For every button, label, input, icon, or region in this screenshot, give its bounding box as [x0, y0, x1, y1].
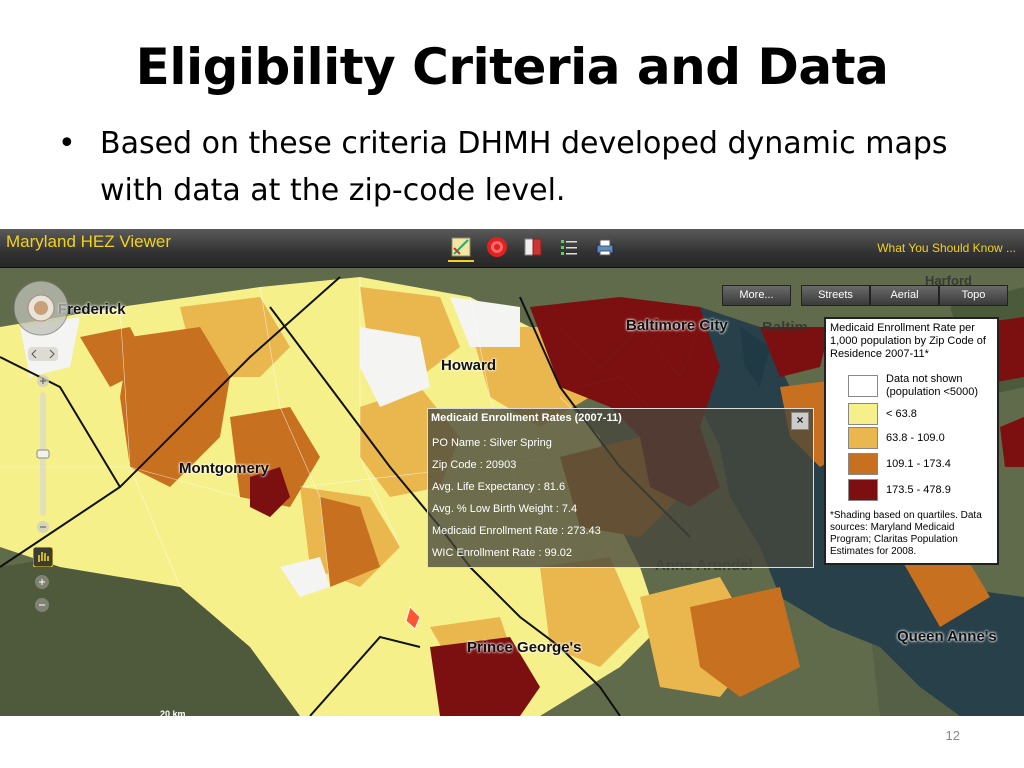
popup-field-po-name: PO Name : Silver Spring — [432, 437, 552, 449]
place-label-baltimore-city: Baltimore City — [626, 317, 728, 334]
map-legend: Medicaid Enrollment Rate per 1,000 popul… — [824, 317, 999, 565]
bullet-text: Based on these criteria DHMH developed d… — [100, 126, 948, 208]
legend-swatch — [848, 403, 878, 425]
legend-swatch — [848, 375, 878, 397]
pan-control[interactable] — [12, 279, 70, 342]
target-icon[interactable] — [484, 234, 510, 260]
legend-swatch — [848, 453, 878, 475]
map-scale-label: 20 km — [160, 709, 186, 719]
slide-number: 12 — [945, 728, 960, 743]
place-label-harford: Harford — [925, 273, 972, 288]
app-title: Maryland HEZ Viewer — [6, 232, 172, 251]
print-icon[interactable] — [592, 234, 618, 260]
list-icon[interactable] — [556, 234, 582, 260]
zoom-slider[interactable] — [36, 374, 50, 539]
legend-item: Data not shown (population <5000) — [848, 373, 996, 398]
place-label-frederick: Frederick — [58, 301, 126, 318]
place-label-baltimore: Baltim — [762, 319, 808, 336]
close-icon[interactable]: × — [791, 412, 809, 430]
legend-label: < 63.8 — [886, 408, 917, 420]
zoom-out-tool[interactable] — [34, 597, 50, 618]
place-label-montgomery: Montgomery — [179, 460, 269, 477]
map-type-more-button[interactable]: More... — [722, 285, 791, 306]
zoom-in-tool[interactable] — [34, 574, 50, 595]
legend-item: < 63.8 — [848, 402, 917, 426]
legend-item: 173.5 - 478.9 — [848, 478, 951, 502]
place-label-queen-annes: Queen Anne's — [897, 628, 997, 645]
legend-item: 63.8 - 109.0 — [848, 426, 945, 450]
map-type-streets-button[interactable]: Streets — [801, 285, 870, 306]
popup-field-life-expectancy: Avg. Life Expectancy : 81.6 — [432, 481, 566, 493]
legend-label: Data not shown (population <5000) — [886, 373, 979, 398]
popup-field-wic-rate: WIC Enrollment Rate : 99.02 — [432, 547, 573, 559]
map-type-topo-button[interactable]: Topo — [939, 285, 1008, 306]
rotate-control[interactable] — [28, 347, 58, 366]
legend-label: 63.8 - 109.0 — [886, 432, 945, 444]
place-label-howard: Howard — [441, 357, 497, 374]
legend-note: *Shading based on quartiles. Data source… — [830, 510, 982, 557]
popup-field-zip-code: Zip Code : 20903 — [432, 459, 517, 471]
popup-field-low-birth-weight: Avg. % Low Birth Weight : 7.4 — [432, 503, 578, 515]
legend-icon[interactable] — [448, 234, 474, 262]
popup-title: Medicaid Enrollment Rates (2007-11) — [431, 412, 622, 424]
slide-title: Eligibility Criteria and Data — [135, 38, 889, 96]
zip-info-popup: Medicaid Enrollment Rates (2007-11) × PO… — [427, 408, 814, 568]
what-you-should-know-link[interactable]: What You Should Know ... — [877, 241, 1016, 255]
legend-label: 173.5 - 478.9 — [886, 484, 951, 496]
pan-hand-tool[interactable] — [32, 546, 54, 572]
toolbar — [448, 234, 618, 262]
map-type-aerial-button[interactable]: Aerial — [870, 285, 939, 306]
book-icon[interactable] — [520, 234, 546, 260]
popup-field-medicaid-rate: Medicaid Enrollment Rate : 273.43 — [432, 525, 601, 537]
legend-label: 109.1 - 173.4 — [886, 458, 951, 470]
legend-title: Medicaid Enrollment Rate per 1,000 popul… — [830, 322, 986, 360]
app-header: Maryland HEZ Viewer What You Should Know… — [0, 229, 1024, 268]
bullet-symbol: • — [58, 126, 76, 161]
legend-item: 109.1 - 173.4 — [848, 452, 951, 476]
place-label-prince-georges: Prince George's — [467, 639, 582, 656]
legend-swatch — [848, 479, 878, 501]
legend-swatch — [848, 427, 878, 449]
